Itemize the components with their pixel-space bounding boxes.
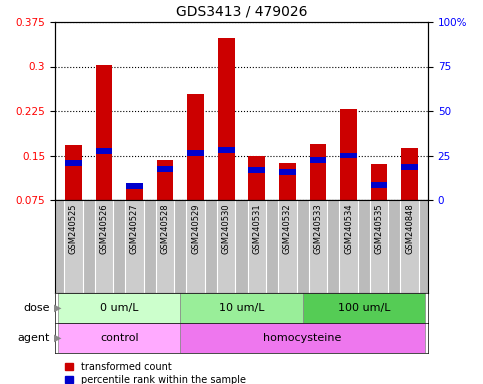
Text: dose: dose — [24, 303, 50, 313]
Bar — [278, 200, 297, 293]
Text: ▶: ▶ — [54, 303, 61, 313]
Bar — [217, 200, 235, 293]
Bar — [126, 184, 143, 189]
Bar — [96, 148, 113, 154]
Text: GSM240534: GSM240534 — [344, 204, 353, 254]
Bar — [340, 109, 357, 245]
Bar — [218, 38, 235, 245]
Bar — [187, 149, 204, 156]
Bar — [126, 188, 143, 245]
Text: 0 um/L: 0 um/L — [100, 303, 139, 313]
Bar — [303, 293, 425, 323]
Bar — [370, 164, 387, 245]
Bar — [96, 65, 113, 245]
Text: GSM240527: GSM240527 — [130, 204, 139, 254]
Bar — [180, 323, 425, 353]
Text: GSM240530: GSM240530 — [222, 204, 231, 254]
Text: GSM240535: GSM240535 — [375, 204, 384, 254]
Bar — [340, 200, 358, 293]
Text: GSM240528: GSM240528 — [160, 204, 170, 254]
Bar — [125, 200, 143, 293]
Text: GSM240525: GSM240525 — [69, 204, 78, 254]
Bar — [248, 156, 265, 245]
Text: agent: agent — [18, 333, 50, 343]
Bar — [309, 200, 327, 293]
Bar — [370, 200, 388, 293]
Text: homocysteine: homocysteine — [263, 333, 342, 343]
Text: 10 um/L: 10 um/L — [219, 303, 264, 313]
Bar — [64, 200, 83, 293]
Bar — [180, 293, 303, 323]
Bar — [310, 157, 327, 162]
Text: GDS3413 / 479026: GDS3413 / 479026 — [176, 4, 307, 18]
Bar — [218, 147, 235, 152]
Bar — [65, 160, 82, 166]
Bar — [156, 166, 173, 172]
Bar — [187, 94, 204, 245]
Bar — [401, 164, 418, 170]
Text: GSM240531: GSM240531 — [252, 204, 261, 254]
Bar — [401, 148, 418, 245]
Bar — [186, 200, 205, 293]
Text: GSM240526: GSM240526 — [99, 204, 108, 254]
Bar — [340, 152, 357, 159]
Legend: transformed count, percentile rank within the sample: transformed count, percentile rank withi… — [65, 362, 246, 384]
Bar — [400, 200, 419, 293]
Bar — [248, 167, 265, 173]
Bar — [310, 144, 327, 245]
Bar — [65, 145, 82, 245]
Bar — [95, 200, 113, 293]
Bar — [279, 162, 296, 245]
Text: control: control — [100, 333, 139, 343]
Text: 100 um/L: 100 um/L — [338, 303, 390, 313]
Text: GSM240848: GSM240848 — [405, 204, 414, 255]
Bar — [58, 293, 180, 323]
Text: GSM240532: GSM240532 — [283, 204, 292, 254]
Bar — [279, 169, 296, 175]
Bar — [248, 200, 266, 293]
Text: GSM240533: GSM240533 — [313, 204, 323, 255]
Text: ▶: ▶ — [54, 333, 61, 343]
Bar — [156, 200, 174, 293]
Bar — [58, 323, 180, 353]
Bar — [156, 160, 173, 245]
Text: GSM240529: GSM240529 — [191, 204, 200, 254]
Bar — [370, 182, 387, 188]
